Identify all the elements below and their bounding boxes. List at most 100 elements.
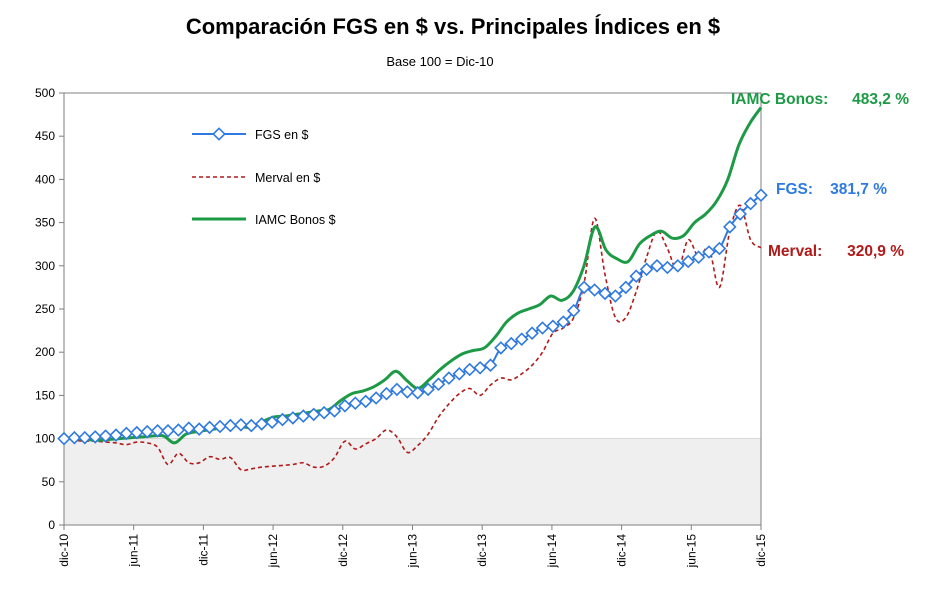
data-point-fgs	[119, 426, 134, 441]
x-tick-label: jun-14	[545, 534, 559, 569]
data-point-fgs	[535, 321, 550, 335]
y-tick-label: 250	[35, 302, 55, 316]
data-point-fgs	[390, 382, 404, 397]
data-point-fgs	[431, 377, 446, 391]
data-point-fgs	[754, 188, 768, 202]
data-point-fgs	[78, 430, 92, 445]
annotation-merval-value: 320,9 %	[847, 243, 904, 260]
data-point-fgs	[275, 412, 290, 427]
legend-item-merval: Merval en $	[192, 171, 320, 185]
data-point-fgs	[244, 418, 259, 433]
legend-label-iamc: IAMC Bonos $	[255, 213, 336, 227]
data-point-fgs	[494, 341, 508, 355]
data-point-fgs	[733, 207, 747, 221]
x-tick-label: jun-11	[127, 534, 141, 568]
data-point-fgs	[514, 332, 529, 346]
data-point-fgs	[348, 396, 363, 410]
data-point-fgs	[358, 394, 373, 409]
data-point-fgs	[88, 430, 102, 444]
annotation-iamc-label: IAMC Bonos:	[731, 91, 828, 108]
legend: FGS en $ Merval en $ IAMC Bonos $	[192, 127, 336, 227]
data-point-fgs	[421, 382, 435, 397]
y-tick-label: 300	[35, 259, 55, 273]
data-point-fgs	[296, 409, 311, 423]
x-tick-label: dic-13	[475, 534, 489, 567]
legend-label-fgs: FGS en $	[255, 128, 309, 142]
data-point-fgs	[379, 386, 394, 401]
data-point-fgs	[702, 245, 716, 259]
data-point-fgs	[150, 424, 165, 438]
x-tick-label: dic-12	[336, 534, 350, 567]
data-point-fgs	[57, 431, 71, 446]
data-point-fgs	[140, 424, 154, 439]
data-point-fgs	[743, 196, 758, 211]
data-point-fgs	[161, 424, 175, 438]
data-point-fgs	[566, 303, 581, 318]
y-tick-label: 350	[35, 216, 55, 230]
data-point-fgs	[619, 280, 633, 295]
data-point-fgs	[286, 411, 300, 425]
x-tick-label: dic-14	[615, 534, 629, 567]
data-point-fgs	[691, 250, 706, 264]
plot-area-border	[63, 92, 762, 526]
annotation-fgs: FGS: 381,7 %	[776, 181, 887, 198]
annotation-merval-label: Merval:	[768, 243, 822, 260]
legend-item-iamc: IAMC Bonos $	[192, 213, 336, 227]
y-tick-label: 0	[48, 518, 55, 532]
data-point-fgs	[504, 336, 519, 351]
data-point-fgs	[67, 430, 82, 445]
data-point-fgs	[723, 220, 737, 234]
y-axis-ticks: 0 50 100 150 200 250 300 350 400 450 500	[35, 86, 64, 532]
data-point-fgs	[213, 419, 227, 434]
data-point-fgs	[442, 371, 456, 385]
series-line-merval	[63, 204, 762, 472]
y-tick-label: 200	[35, 345, 55, 359]
data-point-fgs	[254, 417, 269, 431]
x-tick-label: jun-13	[406, 534, 420, 569]
data-point-fgs	[712, 241, 727, 256]
data-point-fgs	[223, 418, 238, 433]
series-layer	[57, 106, 768, 472]
x-tick-label: dic-11	[196, 534, 210, 566]
y-tick-label: 450	[35, 129, 55, 143]
data-point-fgs	[587, 283, 602, 297]
data-point-fgs	[483, 358, 498, 372]
x-axis-ticks: dic-10 jun-11 dic-11 jun-12 dic-12 jun-13 dic-…	[57, 525, 768, 568]
data-point-fgs	[608, 289, 623, 303]
data-point-fgs	[577, 280, 591, 295]
data-point-fgs	[629, 269, 643, 283]
data-point-fgs	[317, 405, 331, 420]
annotation-merval: Merval: 320,9 %	[768, 243, 904, 260]
series-line-iamc	[63, 106, 763, 445]
data-point-fgs	[650, 259, 664, 273]
y-tick-label: 500	[35, 86, 55, 100]
data-point-fgs	[639, 262, 654, 277]
data-point-fgs	[462, 362, 477, 377]
annotation-fgs-label: FGS:	[776, 181, 813, 198]
chart-title: Comparación FGS en $ vs. Principales Índ…	[185, 14, 721, 39]
annotation-iamc: IAMC Bonos: 483,2 %	[731, 91, 909, 108]
data-point-fgs	[681, 254, 695, 269]
x-tick-label: jun-12	[266, 534, 280, 569]
annotation-iamc-value: 483,2 %	[852, 91, 909, 108]
data-point-fgs	[171, 423, 186, 437]
y-tick-label: 150	[35, 388, 55, 402]
data-point-fgs	[400, 385, 415, 399]
data-point-fgs	[556, 315, 571, 329]
base-band	[63, 438, 762, 526]
data-point-fgs	[182, 421, 196, 435]
diamond-marker-icon	[212, 127, 226, 141]
data-point-fgs	[410, 386, 425, 400]
annotation-fgs-value: 381,7 %	[830, 181, 887, 198]
data-point-fgs	[338, 399, 352, 413]
legend-label-merval: Merval en $	[255, 171, 320, 185]
data-point-fgs	[265, 415, 279, 429]
y-tick-label: 100	[35, 432, 55, 446]
data-point-fgs	[473, 361, 487, 375]
x-tick-label: dic-10	[57, 534, 71, 567]
data-point-fgs	[369, 391, 383, 405]
data-point-fgs	[98, 429, 113, 443]
data-point-fgs	[130, 425, 144, 440]
data-point-fgs	[109, 428, 123, 442]
